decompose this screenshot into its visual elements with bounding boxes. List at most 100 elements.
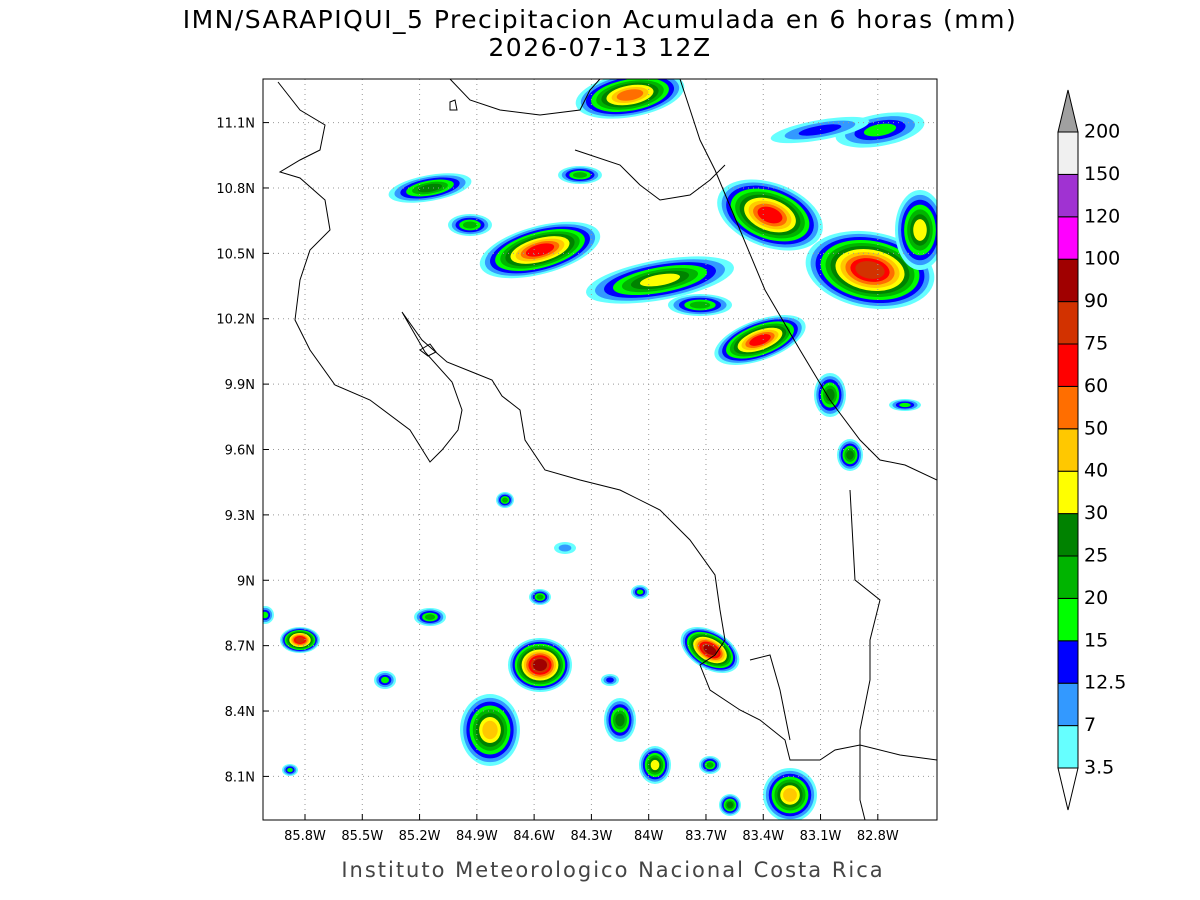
- colorbar-box: [1057, 428, 1079, 472]
- border: [849, 489, 881, 820]
- colorbar-label: 40: [1084, 460, 1108, 482]
- coastline: [749, 654, 791, 741]
- colorbar-label: 200: [1084, 121, 1120, 143]
- colorbar-label: 100: [1084, 248, 1120, 270]
- y-tick-label: 9.6N: [225, 444, 255, 459]
- coastline: [679, 79, 937, 481]
- y-tick-label: 10.5N: [216, 247, 255, 262]
- x-tick-label: 83.7W: [685, 829, 727, 844]
- colorbar-box: [1057, 513, 1079, 557]
- x-tick-label: 84.3W: [571, 829, 613, 844]
- lake-shore: [449, 79, 601, 116]
- precip-contour: [783, 788, 797, 802]
- precip-contour: [381, 676, 389, 684]
- y-tick-label: 11.1N: [216, 117, 255, 132]
- border: [574, 149, 726, 201]
- precip-contour: [263, 611, 269, 619]
- precip-contour: [863, 123, 897, 137]
- colorbar-box: [1057, 385, 1079, 430]
- colorbar-label: 25: [1084, 545, 1108, 567]
- subtitle: 2026-07-13 12Z: [488, 33, 711, 62]
- y-tick-label: 10.2N: [216, 313, 255, 328]
- y-tick-label: 8.1N: [225, 770, 255, 785]
- colorbar-box: [1057, 470, 1079, 515]
- precip-contour: [825, 388, 835, 402]
- colorbar-box: [1057, 301, 1079, 345]
- map-frame: [262, 78, 938, 821]
- precip-contour: [424, 614, 436, 620]
- colorbar-box: [1057, 682, 1079, 727]
- colorbar-label: 150: [1084, 163, 1120, 185]
- precip-contour: [639, 273, 681, 287]
- grid: 85.8W 85.5W 85.2W 84.9W 84.6W 84.3W 84W 83.7W 83…: [216, 79, 937, 844]
- colorbar-box: [1057, 258, 1079, 303]
- precip-contour: [798, 124, 842, 136]
- precip-contour: [417, 183, 443, 193]
- precip-contour: [462, 221, 478, 229]
- precip-contour: [703, 644, 717, 656]
- precip-contour: [636, 589, 644, 595]
- y-tick-label: 8.7N: [225, 640, 255, 655]
- x-tick-label: 85.8W: [284, 829, 326, 844]
- footer: Instituto Meteorologico Nacional Costa R…: [341, 858, 884, 882]
- precip-contour: [689, 301, 711, 309]
- coastline: [277, 81, 937, 761]
- colorbar-arrow: [1057, 767, 1079, 811]
- x-tick-label: 84.6W: [513, 829, 555, 844]
- colorbar-box: [1057, 216, 1079, 260]
- x-tick-label: 85.2W: [399, 829, 441, 844]
- colorbar-box: [1057, 173, 1079, 218]
- x-tick-label: 84.9W: [456, 829, 498, 844]
- colorbar-label: 60: [1084, 375, 1108, 397]
- colorbar-box: [1057, 640, 1079, 684]
- colorbar-box: [1057, 597, 1079, 642]
- colorbar-label: 20: [1084, 587, 1108, 609]
- coastlines: [277, 79, 937, 820]
- precip-contour: [536, 594, 544, 600]
- precip-contour: [572, 172, 588, 178]
- colorbar-label: 12.5: [1084, 672, 1126, 694]
- precip-contour: [899, 402, 911, 408]
- precip-contour: [706, 762, 714, 768]
- x-tick-label: 85.5W: [341, 829, 383, 844]
- colorbar-label: 90: [1084, 290, 1108, 312]
- colorbar-box: [1057, 131, 1079, 175]
- colorbar-label: 15: [1084, 629, 1108, 651]
- precipitation: [263, 79, 937, 820]
- x-tick-label: 83.1W: [800, 829, 842, 844]
- colorbar-label: 50: [1084, 417, 1108, 439]
- x-tick-label: 82.8W: [857, 829, 899, 844]
- precip-contour: [615, 713, 625, 727]
- y-tick-label: 8.4N: [225, 705, 255, 720]
- precip-contour: [502, 497, 508, 503]
- y-tick-label: 9.3N: [225, 509, 255, 524]
- precip-contour: [913, 219, 927, 241]
- precip-contour: [616, 89, 644, 101]
- precip-contour: [287, 767, 293, 773]
- colorbar-box: [1057, 555, 1079, 599]
- colorbar-label: 120: [1084, 205, 1120, 227]
- precip-contour: [650, 759, 660, 771]
- x-tick-label: 83.4W: [742, 829, 784, 844]
- colorbar-box: [1057, 343, 1079, 387]
- precip-contour: [749, 334, 771, 346]
- precip-contour: [558, 544, 572, 552]
- colorbar: 3.5 7 12.5 15 20 25 30 40 50 60 75 90 100 120 150 200: [1057, 89, 1126, 811]
- y-tick-label: 10.8N: [216, 182, 255, 197]
- precip-contour: [482, 720, 498, 740]
- colorbar-box: [1057, 725, 1079, 769]
- x-tick-label: 84W: [634, 829, 664, 844]
- precip-contour: [726, 801, 734, 809]
- precip-contour: [606, 677, 614, 683]
- precip-contour: [532, 659, 548, 671]
- precip-contour: [525, 243, 555, 257]
- colorbar-label: 7: [1084, 714, 1096, 736]
- colorbar-arrow: [1057, 89, 1079, 133]
- precip-contour: [757, 206, 783, 224]
- colorbar-label: 75: [1084, 333, 1108, 355]
- y-tick-label: 9.9N: [225, 378, 255, 393]
- island: [419, 99, 458, 357]
- precip-contour: [295, 637, 305, 643]
- colorbar-label: 3.5: [1084, 757, 1114, 779]
